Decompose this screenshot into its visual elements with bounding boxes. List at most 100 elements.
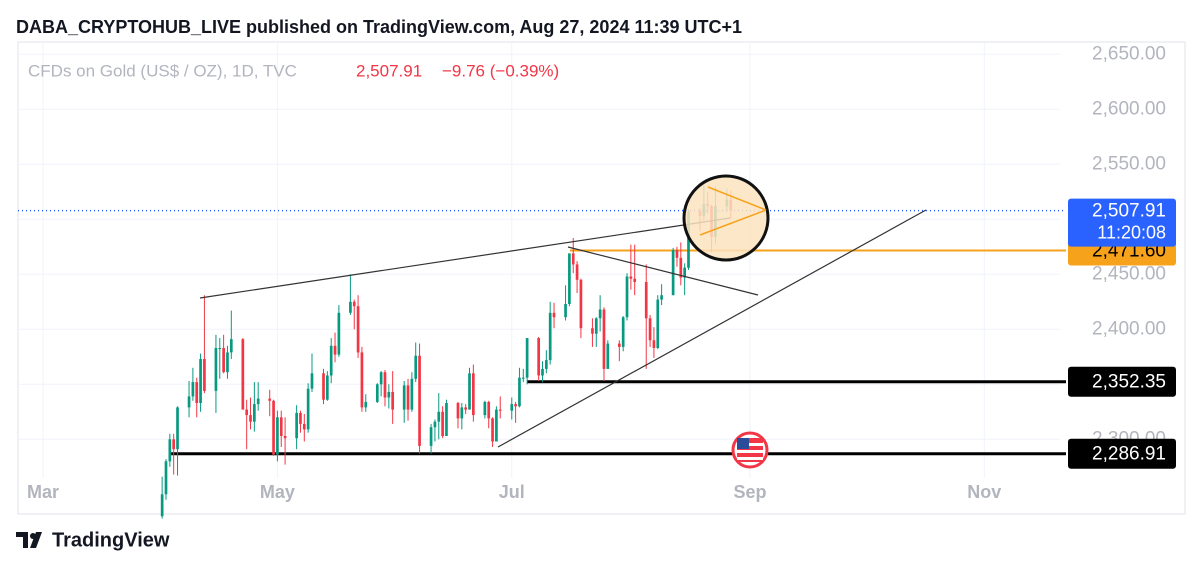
candle-body — [283, 436, 287, 439]
candle-body — [617, 343, 621, 347]
trend-line — [567, 246, 759, 296]
candle-body — [579, 279, 583, 329]
candle-body — [387, 392, 391, 398]
candle-body — [379, 372, 383, 385]
candle-body — [310, 373, 314, 389]
candle-body — [295, 412, 298, 439]
y-tick-label: 2,400.00 — [1092, 318, 1166, 339]
price-badge-label: 2,352.35 — [1092, 372, 1166, 393]
candle-body — [518, 377, 521, 407]
candle-body — [199, 359, 202, 403]
candle-body — [164, 461, 168, 495]
candle-body — [671, 250, 675, 296]
y-tick-label: 2,650.00 — [1092, 43, 1166, 64]
candle-body — [656, 299, 660, 348]
candle-body — [418, 355, 421, 446]
chart-frame — [17, 41, 1186, 515]
x-tick-label: May — [260, 482, 295, 502]
candle-body — [456, 403, 460, 419]
candle-body — [602, 309, 606, 369]
candle-body — [648, 318, 652, 341]
candle-body — [564, 304, 567, 318]
candle-body — [464, 407, 468, 410]
candle-body — [187, 396, 191, 408]
labels: CFDs on Gold (US$ / OZ), 1D, TVC 2,507.9… — [27, 43, 1176, 502]
candle-body — [302, 423, 306, 430]
candle-body — [472, 373, 475, 416]
candle-body — [521, 377, 525, 379]
candle-body — [253, 404, 256, 422]
candle-body — [322, 373, 325, 400]
candle-body — [256, 398, 260, 405]
candle-body — [222, 348, 225, 373]
candle-body — [241, 339, 245, 410]
candle-body — [272, 400, 275, 455]
candle-body — [406, 385, 410, 410]
candle-body — [383, 372, 387, 398]
plot — [18, 42, 1066, 519]
candle-body — [568, 253, 571, 304]
candle-body — [683, 267, 686, 278]
candle-body — [675, 250, 679, 258]
candle-body — [249, 415, 252, 422]
x-tick-label: Mar — [27, 482, 59, 502]
candle-body — [441, 411, 444, 436]
triangle-line — [707, 186, 767, 211]
price-badge — [1068, 366, 1176, 397]
candle-body — [360, 352, 364, 408]
last-price-badge — [1068, 198, 1176, 247]
candle-body — [633, 278, 637, 282]
candle-body — [625, 276, 629, 318]
candle-body — [510, 404, 514, 411]
candle-body — [541, 368, 544, 376]
candle-body — [483, 401, 487, 416]
candle-body — [575, 264, 579, 280]
candle-body — [326, 375, 329, 400]
candle-body — [391, 392, 395, 410]
trend-line — [497, 209, 927, 448]
candle-body — [352, 301, 356, 307]
candle-body — [525, 338, 529, 378]
candle-body — [364, 401, 368, 408]
candle-body — [495, 409, 498, 442]
candle-body — [214, 348, 218, 391]
candle-body — [598, 309, 602, 319]
candle-body — [537, 338, 541, 376]
candle-body — [229, 339, 233, 353]
y-tick-label: 2,450.00 — [1092, 263, 1166, 284]
last-price: 2,507.91 — [356, 61, 422, 80]
candle-body — [548, 312, 552, 361]
price-badge — [1068, 438, 1176, 469]
triangle-line — [699, 209, 767, 236]
symbol-title: CFDs on Gold (US$ / OZ), 1D, TVC — [28, 61, 297, 80]
y-tick-label: 2,600.00 — [1092, 98, 1166, 119]
candle-body — [356, 306, 360, 353]
candle-body — [629, 276, 633, 279]
candle-body — [487, 401, 491, 419]
candle-body — [571, 253, 575, 265]
x-tick-label: Sep — [733, 482, 766, 502]
candle-body — [552, 312, 556, 318]
candle-body — [203, 359, 206, 391]
candle-body — [226, 352, 229, 373]
candle-body — [375, 384, 379, 402]
candle-body — [468, 373, 471, 410]
x-tick-label: Jul — [499, 482, 525, 502]
countdown: 11:20:08 — [1097, 222, 1166, 242]
candle-body — [172, 439, 176, 450]
x-tick-label: Nov — [967, 482, 1001, 502]
candle-body — [514, 404, 517, 407]
footer-brand: TradingView — [52, 529, 170, 551]
candle-body — [268, 398, 272, 401]
candle-body — [437, 411, 441, 422]
candle-body — [337, 312, 341, 355]
candle-body — [195, 382, 199, 403]
candle-body — [276, 417, 279, 455]
candle-body — [329, 345, 333, 376]
candle-body — [652, 340, 656, 348]
candle-body — [218, 348, 222, 349]
candle-body — [460, 407, 464, 419]
header: DABA_CRYPTOHUB_LIVE published on Trading… — [16, 17, 742, 37]
candle-body — [498, 409, 502, 411]
